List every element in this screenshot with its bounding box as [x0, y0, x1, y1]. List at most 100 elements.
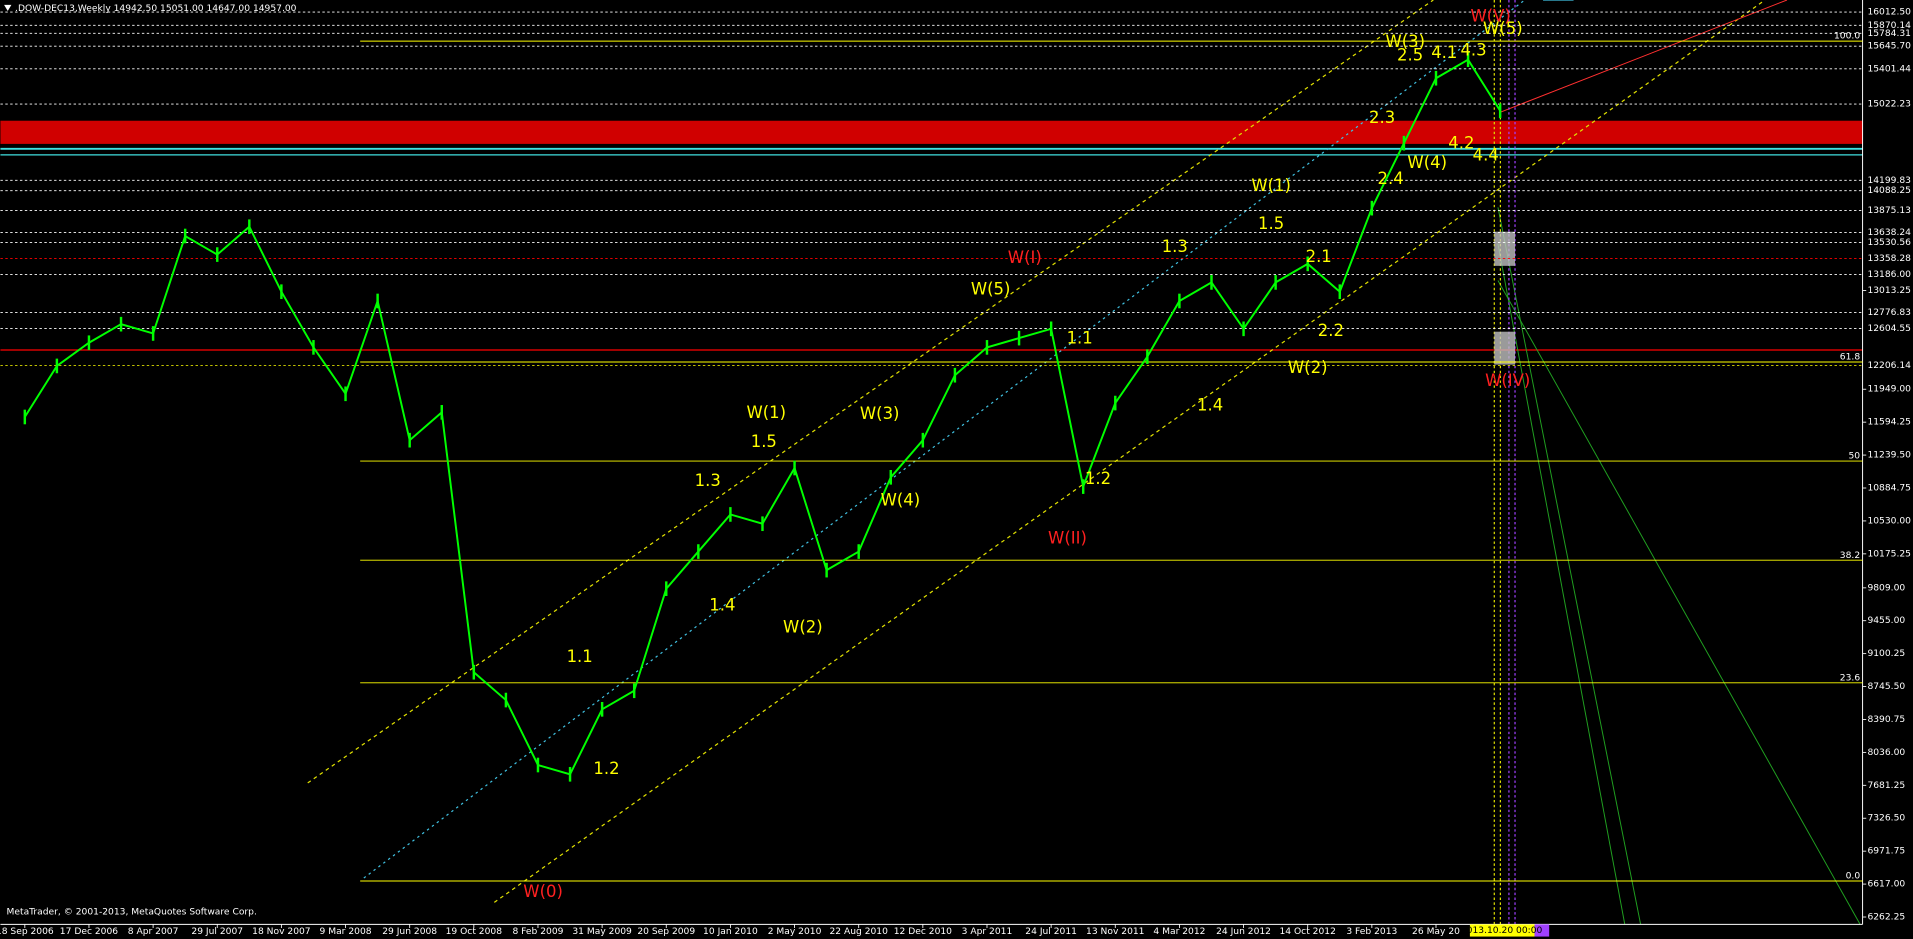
level-label: 15870.14	[1867, 21, 1911, 31]
crosshair-box	[1534, 924, 1550, 937]
fib-label: 61.8	[1840, 353, 1861, 363]
price-bar	[1210, 275, 1213, 290]
y-tick-label: 10530.00	[1867, 516, 1911, 526]
level-label-box	[1863, 307, 1913, 318]
price-bar	[1434, 70, 1438, 86]
y-tick-label: 10884.75	[1867, 484, 1911, 494]
price-bar	[921, 432, 925, 448]
wave-label: 2.1	[1306, 247, 1332, 266]
price-bar	[1306, 256, 1309, 272]
footnote: MetaTrader, © 2001-2013, MetaQuotes Soft…	[7, 908, 257, 918]
price-bar	[1114, 395, 1117, 411]
price-bar	[953, 367, 957, 383]
x-tick-label: 31 May 2009	[572, 927, 632, 937]
level-label: 14199.83	[1867, 176, 1911, 186]
level-label-box	[1863, 63, 1913, 74]
x-tick-label: 20 Sep 2009	[637, 927, 695, 937]
price-bar	[985, 340, 989, 355]
level-label: 14088.25	[1867, 186, 1911, 196]
level-label: 13358.28	[1867, 254, 1911, 264]
price-bar	[312, 340, 315, 355]
price-bar	[825, 562, 828, 578]
level-label-box	[1863, 253, 1913, 264]
y-tick-label: 13013.25	[1867, 286, 1911, 296]
resistance-band	[0, 120, 1863, 144]
fib-label: 0.0	[1846, 872, 1861, 882]
wave-label: W(3)	[1385, 32, 1425, 51]
wave-label: 2.3	[1369, 108, 1395, 127]
x-tick-label: 22 Aug 2010	[829, 927, 888, 937]
y-tick-label: 8745.50	[1867, 682, 1905, 692]
level-label-box	[1863, 175, 1913, 186]
price-bar	[472, 664, 476, 680]
level-label: 16012.50	[1867, 8, 1911, 18]
price-bar	[376, 293, 379, 309]
fib-label: 100.0	[1834, 32, 1860, 42]
price-bar	[408, 432, 411, 448]
wave-label: 1.3	[695, 471, 721, 490]
price-bar	[761, 516, 764, 532]
level-label-box	[1863, 185, 1913, 196]
wave-label: W(5)	[971, 280, 1011, 299]
level-label-box	[1863, 237, 1913, 248]
price-bar	[857, 544, 860, 559]
wave-label: W(IV)	[1485, 371, 1530, 390]
wave-label: 1.3	[1162, 237, 1188, 256]
wave-label: 1.2	[1085, 469, 1111, 488]
crosshair-box	[1469, 924, 1535, 937]
x-tick-label: 12 Dec 2010	[894, 927, 952, 937]
wave-label: 4.4	[1473, 146, 1499, 165]
fib-label: 38.2	[1840, 551, 1860, 561]
green-line	[1497, 207, 1642, 925]
price-bar	[1338, 284, 1342, 300]
wave-label: 1.5	[1258, 214, 1284, 233]
level-label-box	[1863, 360, 1913, 371]
wave-label: 1.5	[751, 432, 777, 451]
wave-label: W(I)	[1008, 248, 1042, 267]
x-tick-label: 8 Apr 2007	[128, 927, 179, 937]
x-tick-label: 2 May 2010	[768, 927, 822, 937]
x-tick-label: 29 Jun 2008	[382, 927, 437, 937]
fib-label: 50	[1849, 452, 1861, 462]
y-tick-label: 6971.75	[1867, 847, 1905, 857]
x-tick-label: 19 Oct 2008	[446, 927, 503, 937]
level-label: 13186.00	[1867, 270, 1911, 280]
level-label-box	[1863, 205, 1913, 216]
time-zone-box	[1494, 231, 1516, 266]
level-label: 15784.31	[1867, 29, 1911, 39]
x-tick-label: 10 Jan 2010	[703, 927, 758, 937]
price-bar	[665, 581, 668, 596]
y-tick-label: 9809.00	[1867, 583, 1905, 593]
price-bar	[1370, 200, 1374, 216]
price-bar	[1178, 293, 1181, 309]
wave-label: 1.1	[567, 647, 593, 666]
y-tick-label: 8036.00	[1867, 748, 1905, 758]
price-bar	[1274, 275, 1277, 290]
price-bar	[1049, 321, 1053, 337]
price-bar	[889, 469, 892, 485]
wave-label: 1.1	[1067, 329, 1093, 348]
price-bar	[632, 683, 636, 699]
y-tick-label: 11239.50	[1867, 451, 1911, 461]
trend-line	[1500, 0, 1788, 113]
channel-middle	[363, 0, 1526, 879]
wave-label: 1.4	[709, 596, 735, 615]
y-tick-label: 9455.00	[1867, 616, 1905, 626]
wave-label: W(II)	[1048, 529, 1087, 548]
y-tick-label: 11949.00	[1867, 385, 1911, 395]
drawing-objects	[0, 0, 1864, 925]
menu-arrow[interactable]	[4, 4, 12, 11]
level-label-box	[1863, 28, 1913, 39]
wave-label: W(3)	[860, 404, 900, 423]
wave-label: W(4)	[1407, 153, 1447, 172]
wave-label: W(2)	[783, 618, 823, 637]
x-tick-label: 9 Mar 2008	[320, 927, 372, 937]
chart-title: .DOW-DEC13,Weekly 14942.50 15051.00 1464…	[15, 4, 297, 14]
wave-label: W(0)	[523, 882, 563, 901]
y-tick-label: 10175.25	[1867, 549, 1911, 559]
price-bar	[151, 326, 155, 341]
price-bar	[1017, 330, 1021, 346]
price-bar	[440, 405, 443, 420]
